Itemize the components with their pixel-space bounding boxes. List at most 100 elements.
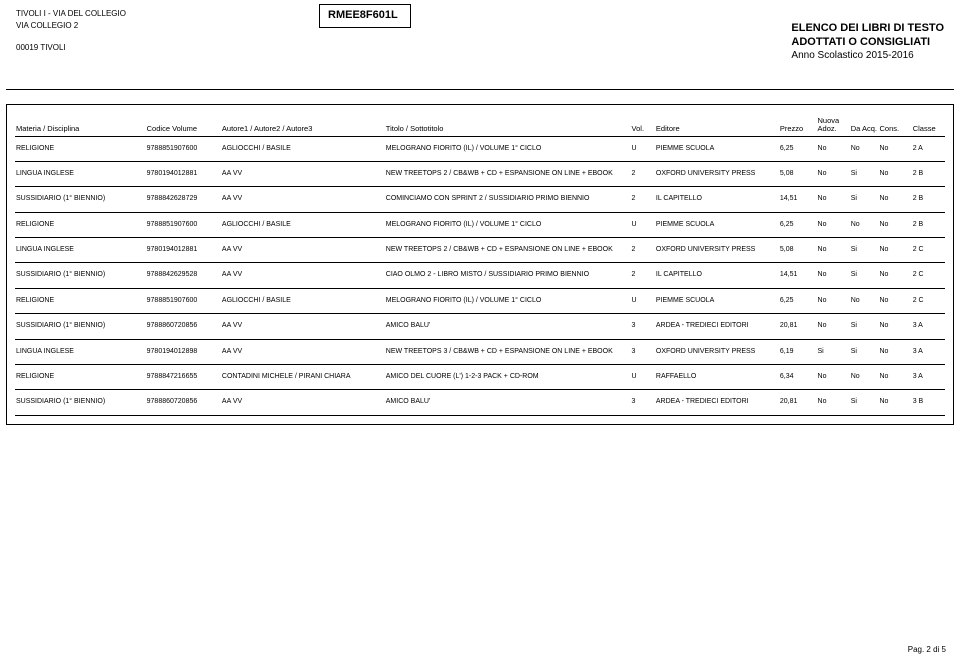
cell-vol: U xyxy=(631,136,655,161)
cell-autore: CONTADINI MICHELE / PIRANI CHIARA xyxy=(221,365,385,390)
cell-editore: IL CAPITELLO xyxy=(655,187,779,212)
cell-da: Si xyxy=(850,263,879,288)
cell-da: Si xyxy=(850,161,879,186)
school-name: TIVOLI I - VIA DEL COLLEGIO xyxy=(16,8,126,20)
cell-editore: RAFFAELLO xyxy=(655,365,779,390)
content-frame: Materia / DisciplinaCodice VolumeAutore1… xyxy=(6,104,954,425)
cell-classe: 2 C xyxy=(912,238,945,263)
cell-editore: OXFORD UNIVERSITY PRESS xyxy=(655,161,779,186)
table-row: RELIGIONE9788851907600AGLIOCCHI / BASILE… xyxy=(15,212,945,237)
cell-editore: OXFORD UNIVERSITY PRESS xyxy=(655,238,779,263)
cell-codice: 9780194012881 xyxy=(146,238,221,263)
cell-editore: OXFORD UNIVERSITY PRESS xyxy=(655,339,779,364)
document-title: ELENCO DEI LIBRI DI TESTO ADOTTATI O CON… xyxy=(791,22,944,62)
page-number: Pag. 2 di 5 xyxy=(908,645,946,654)
cell-classe: 3 A xyxy=(912,339,945,364)
cell-classe: 2 B xyxy=(912,212,945,237)
cell-titolo: COMINCIAMO CON SPRINT 2 / SUSSIDIARIO PR… xyxy=(385,187,631,212)
cell-cons: No xyxy=(879,365,912,390)
cell-autore: AA VV xyxy=(221,314,385,339)
table-row: RELIGIONE9788851907600AGLIOCCHI / BASILE… xyxy=(15,288,945,313)
cell-autore: AA VV xyxy=(221,187,385,212)
cell-vol: U xyxy=(631,365,655,390)
cell-editore: PIEMME SCUOLA xyxy=(655,136,779,161)
table-header-row: Materia / DisciplinaCodice VolumeAutore1… xyxy=(15,115,945,136)
cell-vol: 2 xyxy=(631,187,655,212)
title-line1: ELENCO DEI LIBRI DI TESTO xyxy=(791,22,944,36)
cell-vol: 2 xyxy=(631,161,655,186)
cell-autore: AA VV xyxy=(221,161,385,186)
cell-prezzo: 6,34 xyxy=(779,365,817,390)
cell-titolo: AMICO BALU' xyxy=(385,314,631,339)
cell-classe: 2 B xyxy=(912,187,945,212)
table-row: LINGUA INGLESE9780194012881AA VVNEW TREE… xyxy=(15,238,945,263)
cell-autore: AGLIOCCHI / BASILE xyxy=(221,288,385,313)
cell-vol: 3 xyxy=(631,390,655,415)
col-codice: Codice Volume xyxy=(146,115,221,136)
cell-nuova: No xyxy=(817,212,850,237)
cell-vol: U xyxy=(631,212,655,237)
cell-da: Si xyxy=(850,238,879,263)
cell-prezzo: 14,51 xyxy=(779,187,817,212)
cell-titolo: AMICO BALU' xyxy=(385,390,631,415)
cell-materia: RELIGIONE xyxy=(15,212,146,237)
page-header: TIVOLI I - VIA DEL COLLEGIO VIA COLLEGIO… xyxy=(6,0,954,90)
cell-cons: No xyxy=(879,263,912,288)
cell-classe: 2 B xyxy=(912,161,945,186)
cell-materia: RELIGIONE xyxy=(15,288,146,313)
table-row: SUSSIDIARIO (1° BIENNIO)9788860720856AA … xyxy=(15,314,945,339)
school-code: RMEE8F601L xyxy=(319,4,411,28)
cell-codice: 9780194012898 xyxy=(146,339,221,364)
cell-codice: 9788847216655 xyxy=(146,365,221,390)
col-cons: Cons. xyxy=(879,115,912,136)
cell-cons: No xyxy=(879,238,912,263)
cell-materia: LINGUA INGLESE xyxy=(15,238,146,263)
cell-vol: 3 xyxy=(631,314,655,339)
cell-editore: ARDEA - TREDIECI EDITORI xyxy=(655,390,779,415)
cell-da: Si xyxy=(850,314,879,339)
table-row: RELIGIONE9788851907600AGLIOCCHI / BASILE… xyxy=(15,136,945,161)
cell-autore: AGLIOCCHI / BASILE xyxy=(221,212,385,237)
cell-da: Si xyxy=(850,187,879,212)
cell-autore: AA VV xyxy=(221,263,385,288)
cell-vol: U xyxy=(631,288,655,313)
cell-materia: LINGUA INGLESE xyxy=(15,339,146,364)
cell-vol: 2 xyxy=(631,263,655,288)
cell-cons: No xyxy=(879,161,912,186)
cell-nuova: No xyxy=(817,263,850,288)
school-year: Anno Scolastico 2015-2016 xyxy=(791,50,944,63)
col-titolo: Titolo / Sottotitolo xyxy=(385,115,631,136)
cell-da: No xyxy=(850,136,879,161)
cell-titolo: MELOGRANO FIORITO (IL) / VOLUME 1° CICLO xyxy=(385,212,631,237)
cell-editore: PIEMME SCUOLA xyxy=(655,212,779,237)
table-row: LINGUA INGLESE9780194012898AA VVNEW TREE… xyxy=(15,339,945,364)
cell-codice: 9788860720856 xyxy=(146,314,221,339)
cell-cons: No xyxy=(879,390,912,415)
cell-nuova: No xyxy=(817,288,850,313)
col-nuova: Nuova Adoz. xyxy=(817,115,850,136)
table-row: RELIGIONE9788847216655CONTADINI MICHELE … xyxy=(15,365,945,390)
col-materia: Materia / Disciplina xyxy=(15,115,146,136)
cell-da: Si xyxy=(850,390,879,415)
cell-nuova: No xyxy=(817,365,850,390)
cell-prezzo: 6,25 xyxy=(779,136,817,161)
cell-vol: 2 xyxy=(631,238,655,263)
cell-nuova: No xyxy=(817,187,850,212)
cell-materia: SUSSIDIARIO (1° BIENNIO) xyxy=(15,390,146,415)
cell-materia: SUSSIDIARIO (1° BIENNIO) xyxy=(15,314,146,339)
cell-classe: 2 A xyxy=(912,136,945,161)
cell-codice: 9788842629528 xyxy=(146,263,221,288)
cell-titolo: MELOGRANO FIORITO (IL) / VOLUME 1° CICLO xyxy=(385,288,631,313)
cell-codice: 9788851907600 xyxy=(146,288,221,313)
cell-codice: 9788851907600 xyxy=(146,136,221,161)
col-editore: Editore xyxy=(655,115,779,136)
cell-prezzo: 5,08 xyxy=(779,238,817,263)
col-autore: Autore1 / Autore2 / Autore3 xyxy=(221,115,385,136)
school-info: TIVOLI I - VIA DEL COLLEGIO VIA COLLEGIO… xyxy=(16,8,126,54)
cell-titolo: CIAO OLMO 2 - LIBRO MISTO / SUSSIDIARIO … xyxy=(385,263,631,288)
books-table: Materia / DisciplinaCodice VolumeAutore1… xyxy=(15,115,945,416)
cell-nuova: No xyxy=(817,314,850,339)
cell-classe: 3 A xyxy=(912,314,945,339)
cell-classe: 2 C xyxy=(912,263,945,288)
col-classe: Classe xyxy=(912,115,945,136)
